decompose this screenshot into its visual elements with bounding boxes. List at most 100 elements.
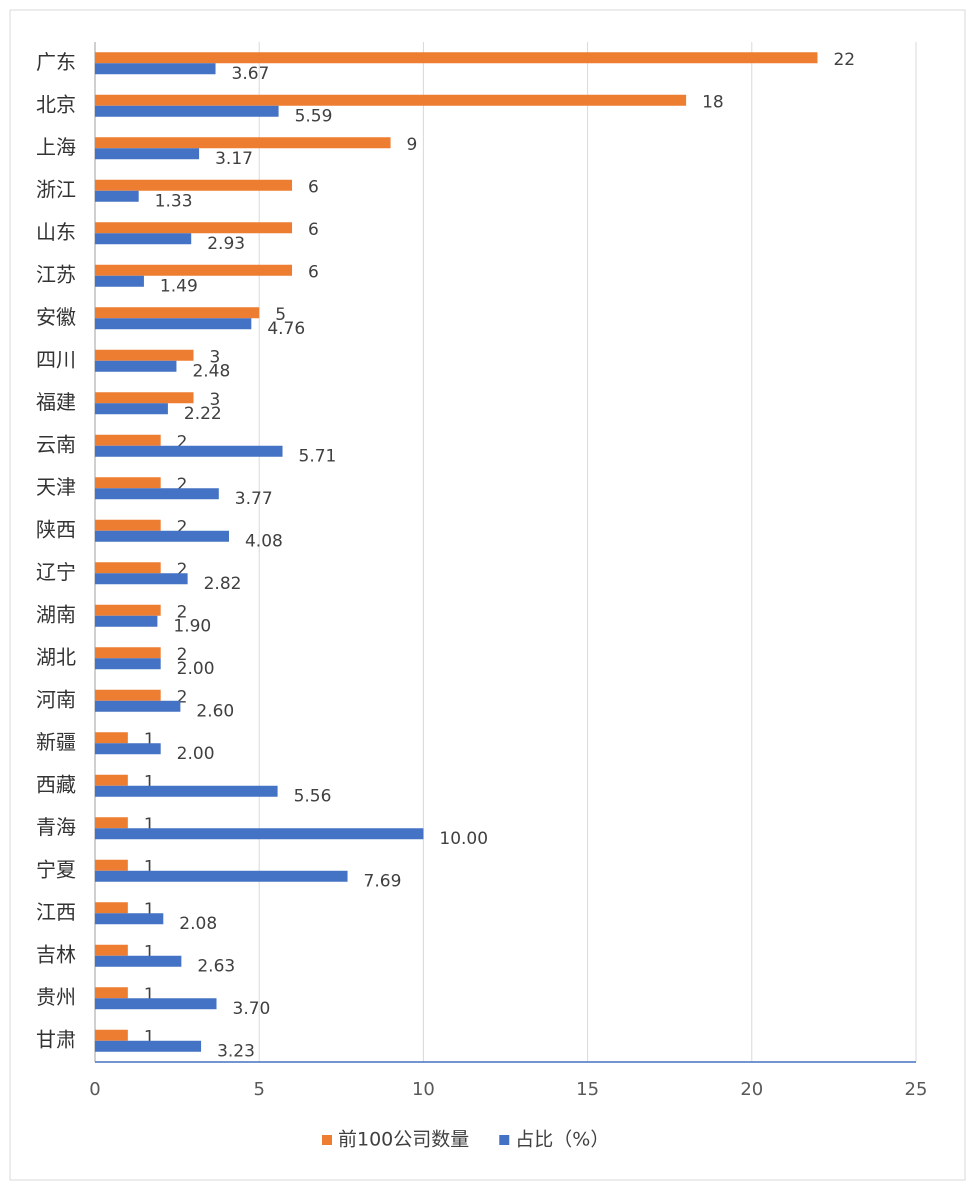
bar [95, 530, 229, 542]
y-tick-label: 四川 [36, 347, 76, 371]
value-label: 2 [177, 687, 188, 707]
value-label: 3.77 [235, 489, 273, 509]
x-tick-label: 5 [253, 1079, 264, 1100]
value-label: 2.60 [196, 701, 234, 721]
x-tick-label: 20 [740, 1079, 763, 1100]
legend-label: 前100公司数量 [338, 1129, 469, 1151]
y-tick-label: 安徽 [36, 305, 76, 329]
value-label: 1 [144, 815, 155, 835]
y-tick-label: 陕西 [36, 517, 76, 541]
value-label: 2.82 [204, 574, 242, 594]
value-label: 2 [177, 432, 188, 452]
y-tick-label: 西藏 [36, 772, 76, 796]
bar [95, 52, 818, 64]
value-label: 5.56 [294, 786, 332, 806]
value-label: 18 [702, 92, 724, 112]
y-tick-label: 广东 [36, 50, 76, 74]
y-tick-label: 北京 [36, 92, 76, 116]
y-tick-label: 云南 [36, 432, 76, 456]
value-label: 1 [144, 730, 155, 750]
bar [95, 360, 177, 372]
bar [95, 944, 128, 956]
y-tick-label: 江苏 [36, 262, 76, 286]
y-tick-label: 山东 [36, 220, 76, 244]
bar [95, 1029, 128, 1041]
y-tick-label: 新疆 [36, 730, 76, 754]
value-label: 1.49 [160, 276, 198, 296]
value-label: 10.00 [439, 829, 488, 849]
value-label: 3.70 [233, 999, 271, 1019]
bar [95, 743, 161, 755]
value-label: 1 [144, 857, 155, 877]
x-tick-label: 0 [89, 1079, 100, 1100]
value-label: 3.23 [217, 1041, 255, 1061]
bar [95, 264, 293, 276]
y-tick-label: 江西 [36, 900, 76, 924]
bar [95, 488, 219, 500]
value-label: 3.67 [232, 64, 270, 84]
y-tick-label: 青海 [36, 815, 76, 839]
bar [95, 573, 188, 585]
bar [95, 955, 182, 967]
value-label: 1.33 [155, 191, 193, 211]
value-label: 4.76 [267, 319, 305, 339]
bar [95, 615, 158, 627]
y-tick-label: 浙江 [36, 177, 76, 201]
value-label: 4.08 [245, 531, 283, 551]
legend-label: 占比（%） [515, 1129, 609, 1151]
value-label: 2.22 [184, 404, 222, 424]
value-label: 5.59 [295, 106, 333, 126]
value-label: 1 [144, 985, 155, 1005]
value-label: 3.17 [215, 149, 253, 169]
value-label: 6 [308, 262, 319, 282]
bar [95, 658, 161, 670]
bar [95, 63, 216, 75]
legend-swatch [499, 1135, 510, 1145]
value-label: 2.93 [207, 234, 245, 254]
bar [95, 445, 283, 457]
bar [95, 403, 168, 415]
bar [95, 604, 161, 616]
y-tick-label: 吉林 [36, 942, 76, 966]
value-label: 2.00 [177, 744, 215, 764]
bar [95, 190, 139, 202]
y-tick-label: 甘肃 [36, 1027, 76, 1051]
value-label: 2 [177, 602, 188, 622]
legend-swatch [322, 1135, 332, 1145]
y-tick-label: 上海 [36, 135, 76, 159]
bar [95, 998, 217, 1010]
bar [95, 94, 687, 106]
value-label: 2 [177, 475, 188, 495]
value-label: 5.71 [299, 446, 337, 466]
value-label: 2.63 [197, 956, 235, 976]
bar [95, 859, 128, 871]
value-label: 2 [177, 645, 188, 665]
bar [95, 519, 161, 531]
value-label: 3 [210, 347, 221, 367]
bar [95, 732, 128, 744]
bar [95, 1040, 202, 1052]
bar [95, 148, 200, 160]
value-label: 2 [177, 517, 188, 537]
y-tick-label: 贵州 [36, 985, 76, 1009]
value-label: 1.90 [173, 616, 211, 636]
bar [95, 774, 128, 786]
bar [95, 817, 128, 829]
bar [95, 233, 192, 245]
y-tick-label: 天津 [36, 475, 76, 499]
bar [95, 349, 194, 361]
y-tick-label: 湖南 [36, 602, 76, 626]
bar [95, 902, 128, 914]
bar [95, 647, 161, 659]
bar [95, 477, 161, 489]
value-label: 2.08 [179, 914, 217, 934]
value-label: 1 [144, 1027, 155, 1047]
value-label: 7.69 [364, 871, 402, 891]
value-label: 2.48 [192, 361, 230, 381]
bar [95, 913, 164, 925]
y-tick-label: 河南 [36, 687, 76, 711]
value-label: 9 [407, 135, 418, 155]
y-tick-label: 福建 [36, 390, 76, 414]
value-label: 6 [308, 220, 319, 240]
value-label: 3 [210, 390, 221, 410]
